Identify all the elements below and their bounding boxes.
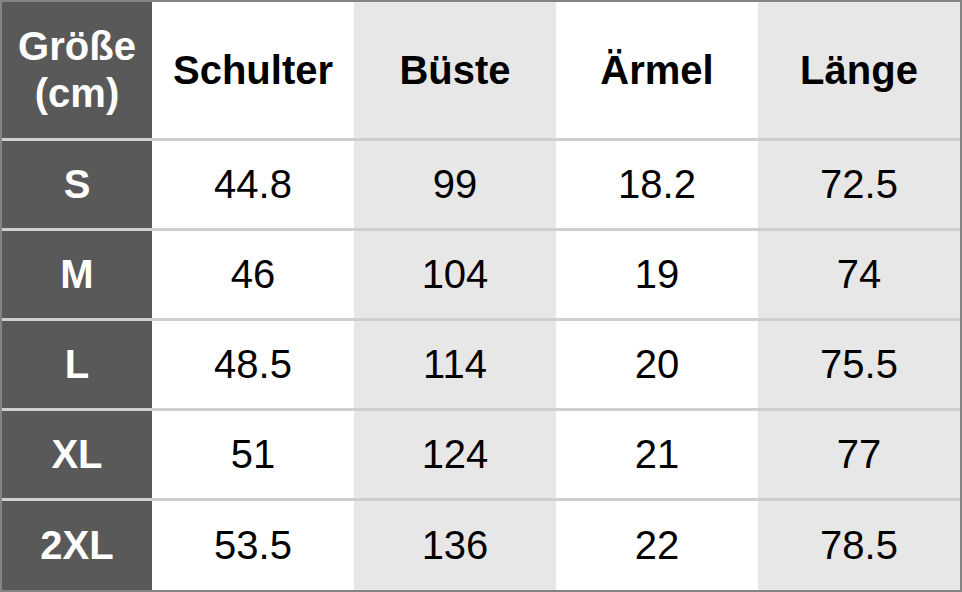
data-cell-l-laenge: 75.5 (758, 318, 960, 408)
data-cell-2xl-aermel: 22 (556, 498, 758, 590)
data-cell-m-bueste: 104 (354, 228, 556, 318)
size-label-cell-m: M (2, 228, 152, 318)
size-label-cell-2xl: 2XL (2, 498, 152, 590)
corner-header-line2: (cm) (35, 70, 119, 117)
data-cell-2xl-laenge: 78.5 (758, 498, 960, 590)
data-cell-l-aermel: 20 (556, 318, 758, 408)
data-cell-l-bueste: 114 (354, 318, 556, 408)
column-header-laenge: Länge (758, 2, 960, 138)
data-cell-m-aermel: 19 (556, 228, 758, 318)
data-cell-xl-aermel: 21 (556, 408, 758, 498)
data-cell-xl-laenge: 77 (758, 408, 960, 498)
corner-header-cell: Größe (cm) (2, 2, 152, 138)
data-cell-m-laenge: 74 (758, 228, 960, 318)
corner-header-line1: Größe (18, 23, 136, 70)
size-label-cell-l: L (2, 318, 152, 408)
data-cell-s-schulter: 44.8 (152, 138, 354, 228)
data-cell-2xl-schulter: 53.5 (152, 498, 354, 590)
size-label-cell-s: S (2, 138, 152, 228)
size-chart: Größe (cm) Schulter Büste Ärmel Länge S … (0, 0, 962, 592)
data-cell-2xl-bueste: 136 (354, 498, 556, 590)
data-cell-l-schulter: 48.5 (152, 318, 354, 408)
data-cell-xl-schulter: 51 (152, 408, 354, 498)
size-chart-table: Größe (cm) Schulter Büste Ärmel Länge S … (0, 0, 962, 592)
column-header-aermel: Ärmel (556, 2, 758, 138)
column-header-schulter: Schulter (152, 2, 354, 138)
data-cell-s-bueste: 99 (354, 138, 556, 228)
size-label-cell-xl: XL (2, 408, 152, 498)
data-cell-s-laenge: 72.5 (758, 138, 960, 228)
column-header-bueste: Büste (354, 2, 556, 138)
data-cell-s-aermel: 18.2 (556, 138, 758, 228)
data-cell-xl-bueste: 124 (354, 408, 556, 498)
data-cell-m-schulter: 46 (152, 228, 354, 318)
